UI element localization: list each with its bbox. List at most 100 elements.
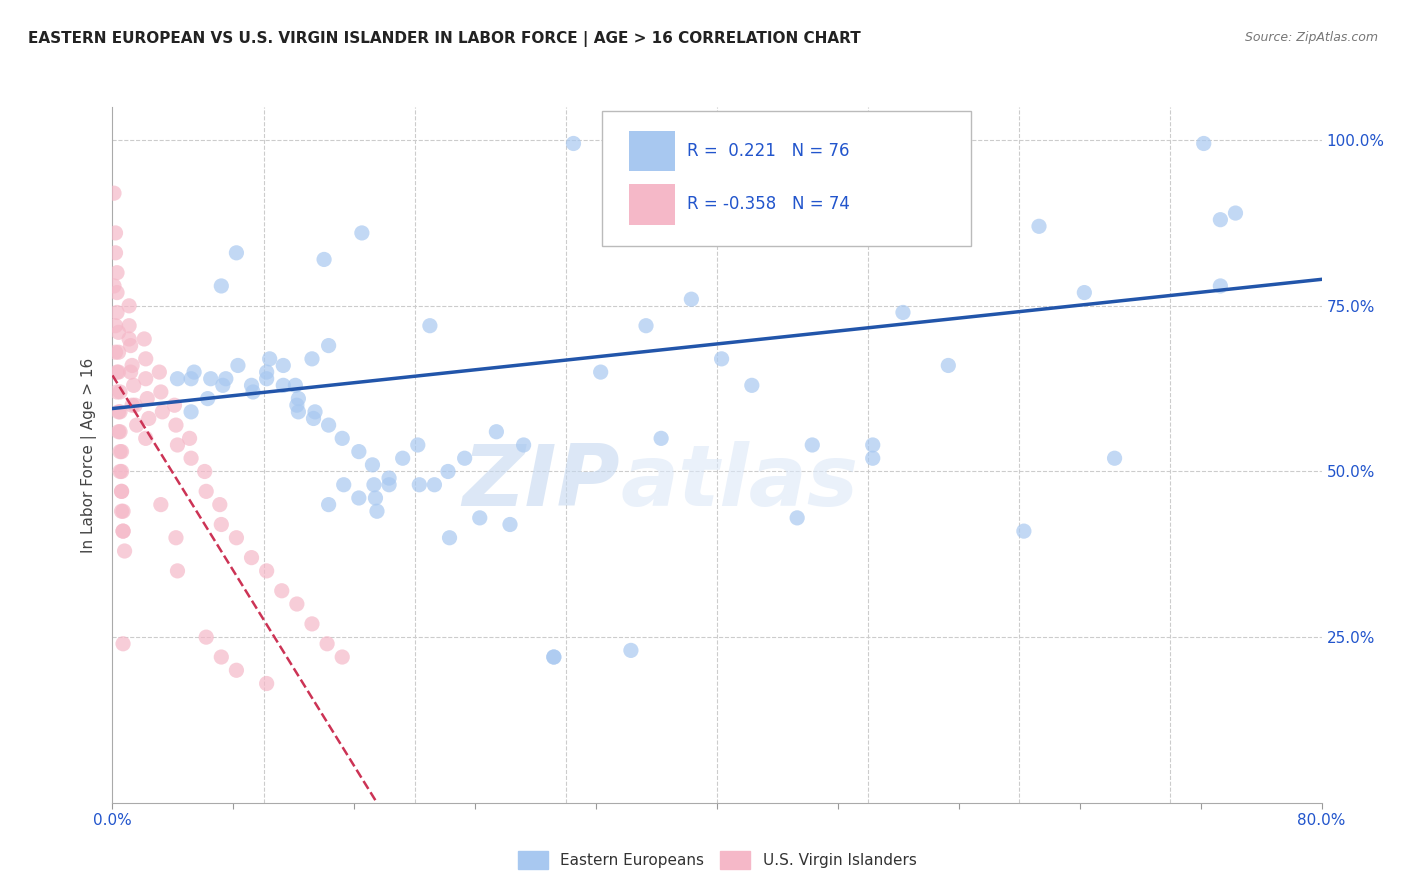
Point [112, 637, 135, 651]
Point [112, 524, 135, 538]
FancyBboxPatch shape [602, 111, 972, 246]
Point [194, 465, 217, 479]
Point [215, 372, 238, 386]
Point [634, 318, 657, 333]
Point [108, 425, 131, 439]
Point [135, 351, 157, 366]
Point [209, 517, 232, 532]
Point [1192, 136, 1215, 151]
Point [681, 292, 703, 306]
Point [107, 365, 129, 379]
Point [285, 597, 308, 611]
Point [149, 384, 172, 399]
Point [364, 491, 387, 505]
Point [350, 226, 373, 240]
Point [391, 451, 413, 466]
Point [437, 465, 460, 479]
Point [195, 484, 218, 499]
Point [105, 285, 128, 300]
Point [316, 637, 339, 651]
Point [378, 471, 401, 485]
Point [485, 425, 508, 439]
Text: R = -0.358   N = 74: R = -0.358 N = 74 [686, 195, 849, 213]
Point [512, 438, 534, 452]
Point [104, 345, 127, 359]
Point [179, 431, 201, 445]
Point [259, 351, 281, 366]
Point [862, 438, 884, 452]
Point [378, 477, 401, 491]
Point [801, 438, 824, 452]
Point [180, 451, 202, 466]
Point [105, 384, 128, 399]
Point [104, 245, 127, 260]
Point [120, 365, 142, 379]
Point [195, 630, 218, 644]
Point [112, 524, 135, 538]
Point [1073, 285, 1095, 300]
Point [862, 451, 884, 466]
Point [741, 378, 763, 392]
Point [114, 544, 136, 558]
Point [318, 418, 340, 433]
Point [135, 431, 157, 445]
Point [1104, 451, 1126, 466]
Point [105, 365, 128, 379]
Point [110, 484, 132, 499]
Point [330, 431, 353, 445]
Point [543, 650, 565, 665]
Point [183, 365, 205, 379]
Point [125, 418, 148, 433]
Point [103, 186, 125, 201]
Point [287, 405, 309, 419]
Point [256, 676, 278, 690]
Point [122, 378, 145, 392]
Point [786, 511, 808, 525]
Point [134, 332, 156, 346]
Point [301, 351, 323, 366]
Point [148, 365, 170, 379]
Point [363, 477, 385, 491]
Point [165, 418, 187, 433]
Point [107, 405, 129, 419]
Point [110, 444, 132, 458]
Point [284, 378, 307, 392]
Point [347, 491, 370, 505]
Point [104, 318, 127, 333]
Point [710, 351, 733, 366]
Point [112, 504, 135, 518]
Point [108, 465, 131, 479]
Point [361, 458, 384, 472]
Point [180, 405, 202, 419]
Point [1225, 206, 1247, 220]
Point [408, 477, 430, 491]
Point [225, 663, 247, 677]
Point [423, 477, 446, 491]
Point [121, 359, 143, 373]
Point [124, 398, 146, 412]
Point [650, 431, 672, 445]
Point [314, 252, 336, 267]
Point [271, 378, 294, 392]
Y-axis label: In Labor Force | Age > 16: In Labor Force | Age > 16 [80, 358, 97, 552]
Point [103, 279, 125, 293]
Point [240, 378, 263, 392]
Point [347, 444, 370, 458]
Point [1209, 212, 1232, 227]
Point [136, 392, 159, 406]
Point [108, 444, 131, 458]
Point [107, 326, 129, 340]
Text: R =  0.221   N = 76: R = 0.221 N = 76 [686, 142, 849, 160]
Point [108, 384, 131, 399]
Point [936, 359, 959, 373]
Point [209, 279, 232, 293]
Point [209, 650, 232, 665]
Point [110, 504, 132, 518]
Point [419, 318, 441, 333]
Point [318, 498, 340, 512]
Point [499, 517, 522, 532]
Point [165, 531, 187, 545]
Point [301, 616, 323, 631]
Point [110, 484, 132, 499]
Point [406, 438, 429, 452]
